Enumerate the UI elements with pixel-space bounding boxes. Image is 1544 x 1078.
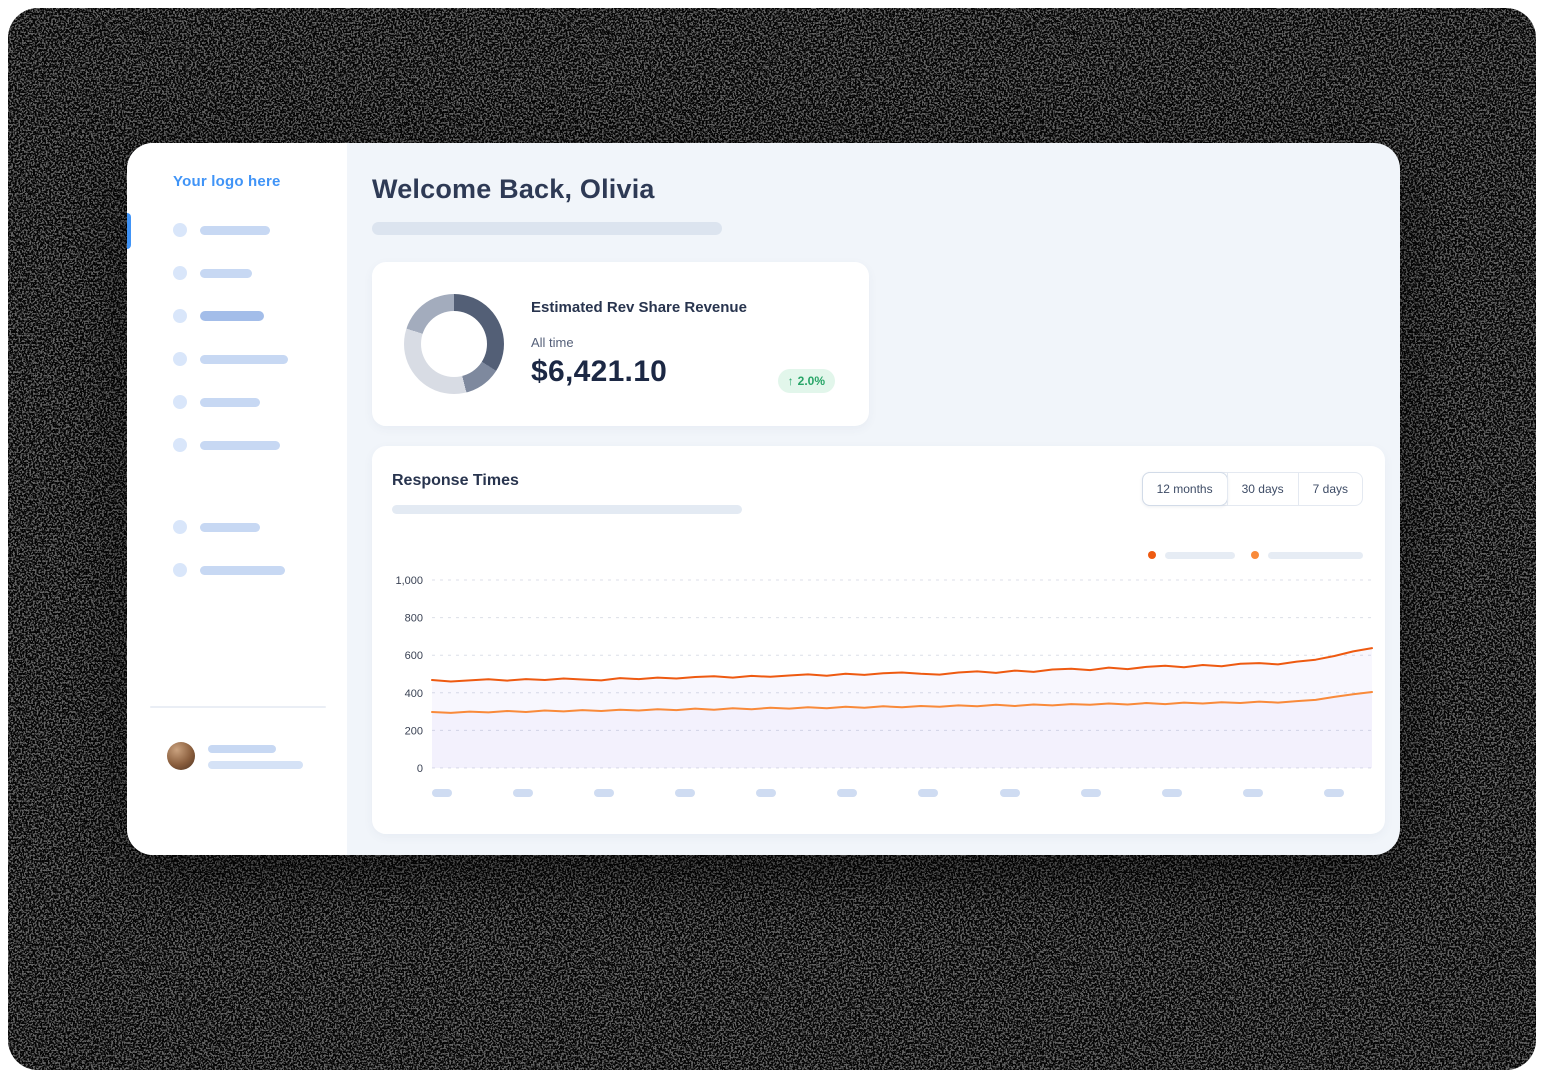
tab-12-months[interactable]: 12 months: [1141, 472, 1228, 506]
menu-item-label-placeholder: [200, 354, 288, 364]
menu-item-label-placeholder: [200, 522, 260, 532]
series-area-fill: [432, 692, 1372, 768]
sidebar-item-skeleton[interactable]: [173, 266, 288, 280]
response-times-line-chart: 1,000 800 600 400 200 0: [395, 575, 1373, 775]
sidebar-menu-primary: [173, 223, 288, 452]
legend-item[interactable]: [1148, 551, 1235, 559]
x-tick-placeholder: [432, 789, 452, 797]
sidebar: Your logo here: [127, 143, 347, 855]
x-tick-placeholder: [918, 789, 939, 797]
menu-item-label-placeholder: [200, 225, 270, 235]
response-subtitle-skeleton: [392, 505, 742, 514]
sidebar-menu-secondary: [173, 520, 285, 577]
y-axis-label: 600: [405, 650, 423, 662]
x-tick-placeholder: [1323, 789, 1344, 797]
x-tick-placeholder: [1080, 789, 1101, 797]
profile-bar-placeholder: [208, 745, 276, 753]
date-range-tabs: 12 months 30 days 7 days: [1141, 472, 1363, 506]
revenue-info: Estimated Rev Share Revenue All time $6,…: [531, 299, 747, 389]
series-line: [431, 647, 1373, 683]
change-value: 2.0%: [797, 374, 825, 388]
donut-hole: [421, 311, 487, 377]
x-tick-placeholder: [594, 789, 615, 797]
up-arrow-icon: ↑: [787, 374, 794, 388]
response-card-title: Response Times: [392, 472, 519, 489]
menu-item-icon-placeholder: [173, 223, 187, 237]
profile-text-skeleton: [208, 742, 303, 769]
page-title: Welcome Back, Olivia: [372, 174, 655, 204]
legend-item[interactable]: [1251, 551, 1363, 559]
tab-7-days[interactable]: 7 days: [1297, 473, 1362, 505]
chart-legend: [1148, 551, 1363, 559]
series-line: [431, 691, 1373, 714]
menu-item-icon-placeholder: [173, 352, 187, 366]
revenue-period-label: All time: [531, 335, 574, 350]
y-axis-label: 1,000: [395, 575, 423, 587]
x-tick-placeholder: [756, 789, 777, 797]
menu-item-label-placeholder: [200, 397, 260, 407]
menu-item-label-placeholder: [200, 268, 252, 278]
revenue-amount: $6,421.10: [531, 355, 668, 388]
change-badge: ↑ 2.0%: [777, 369, 835, 393]
subtitle-skeleton: [372, 222, 722, 235]
revenue-card-title: Estimated Rev Share Revenue: [531, 299, 747, 316]
sidebar-item-skeleton[interactable]: [173, 438, 288, 452]
x-tick-placeholder: [1242, 789, 1263, 797]
response-times-card: Response Times 12 months 30 days 7 days 1,…: [372, 446, 1385, 834]
menu-item-icon-placeholder: [173, 395, 187, 409]
x-axis-tick-skeletons: [432, 789, 1344, 797]
menu-item-label-placeholder: [200, 440, 280, 450]
sidebar-item-skeleton[interactable]: [173, 223, 288, 237]
logo-text: Your logo here: [173, 173, 281, 190]
menu-item-label-placeholder: [200, 565, 285, 575]
y-axis-label: 200: [405, 725, 423, 737]
response-card-header: Response Times 12 months 30 days 7 days: [372, 446, 1385, 514]
y-axis-label: 800: [405, 613, 423, 625]
revenue-donut-chart: [404, 294, 504, 394]
tab-30-days[interactable]: 30 days: [1226, 473, 1298, 505]
legend-dot: [1251, 551, 1259, 559]
user-profile[interactable]: [167, 742, 303, 770]
legend-dot: [1148, 551, 1156, 559]
menu-item-icon-placeholder: [173, 563, 187, 577]
sidebar-item-skeleton[interactable]: [173, 563, 285, 577]
avatar: [167, 742, 195, 770]
legend-label-placeholder: [1268, 551, 1363, 559]
sidebar-item-skeleton[interactable]: [173, 395, 288, 409]
revenue-card: Estimated Rev Share Revenue All time $6,…: [372, 262, 869, 426]
menu-item-icon-placeholder: [173, 438, 187, 452]
x-tick-placeholder: [513, 789, 534, 797]
x-tick-placeholder: [1161, 789, 1182, 797]
sidebar-item-skeleton[interactable]: [173, 352, 288, 366]
response-title-block: Response Times: [392, 472, 742, 514]
y-axis-label: 0: [417, 763, 423, 775]
active-item-indicator: [127, 213, 131, 249]
sidebar-item-skeleton[interactable]: [173, 520, 285, 534]
sidebar-divider: [150, 706, 326, 708]
sidebar-item-skeleton[interactable]: [173, 309, 288, 323]
x-tick-placeholder: [999, 789, 1020, 797]
menu-item-icon-placeholder: [173, 266, 187, 280]
x-tick-placeholder: [675, 789, 696, 797]
dashboard-window: Your logo here Welcome Back, Olivia Esti…: [127, 143, 1400, 855]
legend-label-placeholder: [1165, 551, 1235, 559]
main-content: Welcome Back, Olivia Estimated Rev Share…: [347, 143, 1400, 855]
menu-item-icon-placeholder: [173, 520, 187, 534]
y-axis-label: 400: [405, 688, 423, 700]
menu-item-label-placeholder: [200, 311, 264, 321]
profile-bar-placeholder: [208, 761, 303, 769]
menu-item-icon-placeholder: [173, 309, 187, 323]
x-tick-placeholder: [837, 789, 858, 797]
